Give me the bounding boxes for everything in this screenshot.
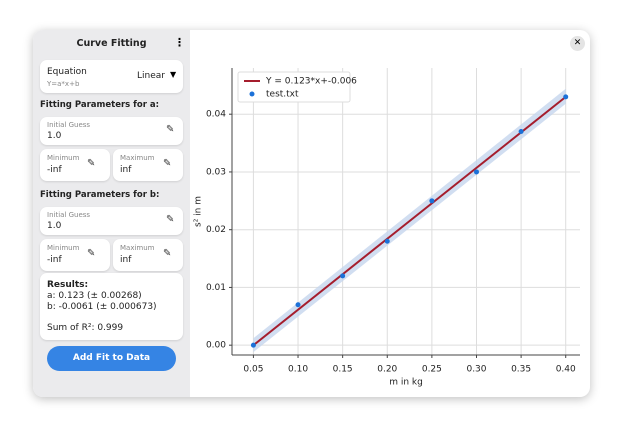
data-point: [295, 302, 301, 308]
field-label: Minimum: [47, 154, 80, 162]
data-point: [340, 273, 346, 279]
equation-value: Linear: [137, 71, 165, 81]
add-fit-button[interactable]: Add Fit to Data: [47, 346, 176, 371]
result-b: b: -0.0061 (± 0.000673): [47, 302, 157, 312]
close-button[interactable]: ✕: [570, 36, 585, 51]
x-tick-label: 0.30: [466, 365, 486, 375]
legend-marker: [249, 91, 255, 97]
x-tick-label: 0.05: [243, 365, 263, 375]
y-axis-label: s² in m: [194, 196, 204, 227]
x-tick-label: 0.20: [377, 365, 397, 375]
results-heading: Results:: [47, 280, 89, 290]
x-tick-label: 0.10: [288, 365, 308, 375]
field-value: 1.0: [47, 131, 62, 141]
legend-box: [237, 71, 351, 103]
maximum-field[interactable]: Maximum inf ✎: [113, 239, 183, 271]
field-label: Initial Guess: [47, 121, 91, 129]
edit-icon: ✎: [87, 158, 96, 169]
y-tick-label: 0.00: [206, 341, 226, 351]
result-a: a: 0.123 (± 0.00268): [47, 291, 142, 301]
menu-button[interactable]: ⋮: [174, 36, 185, 49]
y-tick-label: 0.01: [206, 283, 226, 293]
data-point: [473, 169, 479, 175]
data-point: [518, 129, 524, 135]
equation-formula: Y=a*x+b: [47, 80, 80, 88]
sidebar-title: Curve Fitting: [76, 38, 147, 49]
field-label: Initial Guess: [47, 211, 91, 219]
initial-guess-field[interactable]: Initial Guess 1.0 ✎: [40, 207, 183, 235]
dropdown-arrow: ▼: [170, 70, 177, 79]
data-point: [250, 342, 256, 348]
field-label: Maximum: [120, 154, 155, 162]
equation-card[interactable]: Equation Y=a*x+b Linear ▼: [40, 60, 183, 93]
parameter-heading: Fitting Parameters for b:: [40, 190, 160, 200]
legend-label: Y = 0.123*x+-0.006: [265, 77, 357, 87]
minimum-field[interactable]: Minimum -inf ✎: [40, 149, 110, 181]
parameter-heading: Fitting Parameters for a:: [40, 100, 160, 110]
maximum-field[interactable]: Maximum inf ✎: [113, 149, 183, 181]
legend-label: test.txt: [266, 90, 299, 100]
data-point: [563, 94, 569, 100]
data-point: [429, 198, 435, 204]
y-tick-label: 0.03: [206, 167, 226, 177]
result-sum: Sum of R²: 0.999: [47, 323, 124, 333]
fit-line: [252, 96, 567, 346]
field-value: inf: [120, 165, 132, 175]
x-tick-label: 0.35: [511, 365, 531, 375]
x-tick-label: 0.25: [422, 365, 442, 375]
edit-icon: ✎: [87, 248, 96, 259]
edit-icon: ✎: [166, 214, 175, 225]
minimum-field[interactable]: Minimum -inf ✎: [40, 239, 110, 271]
field-value: -inf: [47, 255, 62, 265]
results-card: Results: a: 0.123 (± 0.00268) b: -0.0061…: [40, 273, 183, 340]
x-tick-label: 0.15: [333, 365, 353, 375]
x-tick-label: 0.40: [556, 365, 576, 375]
field-value: -inf: [47, 165, 62, 175]
edit-icon: ✎: [163, 248, 172, 259]
field-value: 1.0: [47, 221, 62, 231]
field-value: inf: [120, 255, 132, 265]
edit-icon: ✎: [166, 124, 175, 135]
field-label: Maximum: [120, 244, 155, 252]
sidebar: Curve Fitting ⋮ Equation Y=a*x+b Linear …: [33, 30, 190, 397]
data-point: [384, 238, 390, 244]
equation-label: Equation: [47, 67, 87, 77]
y-tick-label: 0.04: [206, 110, 226, 120]
initial-guess-field[interactable]: Initial Guess 1.0 ✎: [40, 117, 183, 145]
edit-icon: ✎: [163, 158, 172, 169]
y-tick-label: 0.02: [206, 225, 226, 235]
x-axis-label: m in kg: [389, 378, 423, 388]
field-label: Minimum: [47, 244, 80, 252]
